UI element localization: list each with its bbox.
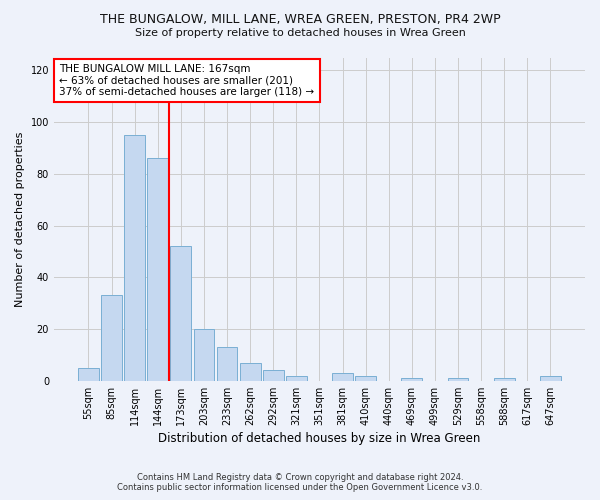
Text: Size of property relative to detached houses in Wrea Green: Size of property relative to detached ho… (134, 28, 466, 38)
Bar (240, 362, 260, 381)
Y-axis label: Number of detached properties: Number of detached properties (15, 132, 25, 307)
Text: THE BUNGALOW, MILL LANE, WREA GREEN, PRESTON, PR4 2WP: THE BUNGALOW, MILL LANE, WREA GREEN, PRE… (100, 12, 500, 26)
Bar (332, 373, 353, 381)
Bar (124, 135, 145, 381)
Bar (148, 158, 168, 381)
Text: THE BUNGALOW MILL LANE: 167sqm
← 63% of detached houses are smaller (201)
37% of: THE BUNGALOW MILL LANE: 167sqm ← 63% of … (59, 64, 314, 97)
Bar (448, 378, 469, 381)
Bar (78, 368, 99, 381)
X-axis label: Distribution of detached houses by size in Wrea Green: Distribution of detached houses by size … (158, 432, 481, 445)
Bar (263, 370, 284, 381)
Bar (401, 378, 422, 381)
Bar (217, 347, 238, 381)
Bar (540, 376, 561, 381)
Bar (194, 329, 214, 381)
Bar (170, 246, 191, 381)
Bar (355, 376, 376, 381)
Text: Contains HM Land Registry data © Crown copyright and database right 2024.
Contai: Contains HM Land Registry data © Crown c… (118, 473, 482, 492)
Bar (101, 296, 122, 381)
Bar (494, 378, 515, 381)
Bar (286, 376, 307, 381)
